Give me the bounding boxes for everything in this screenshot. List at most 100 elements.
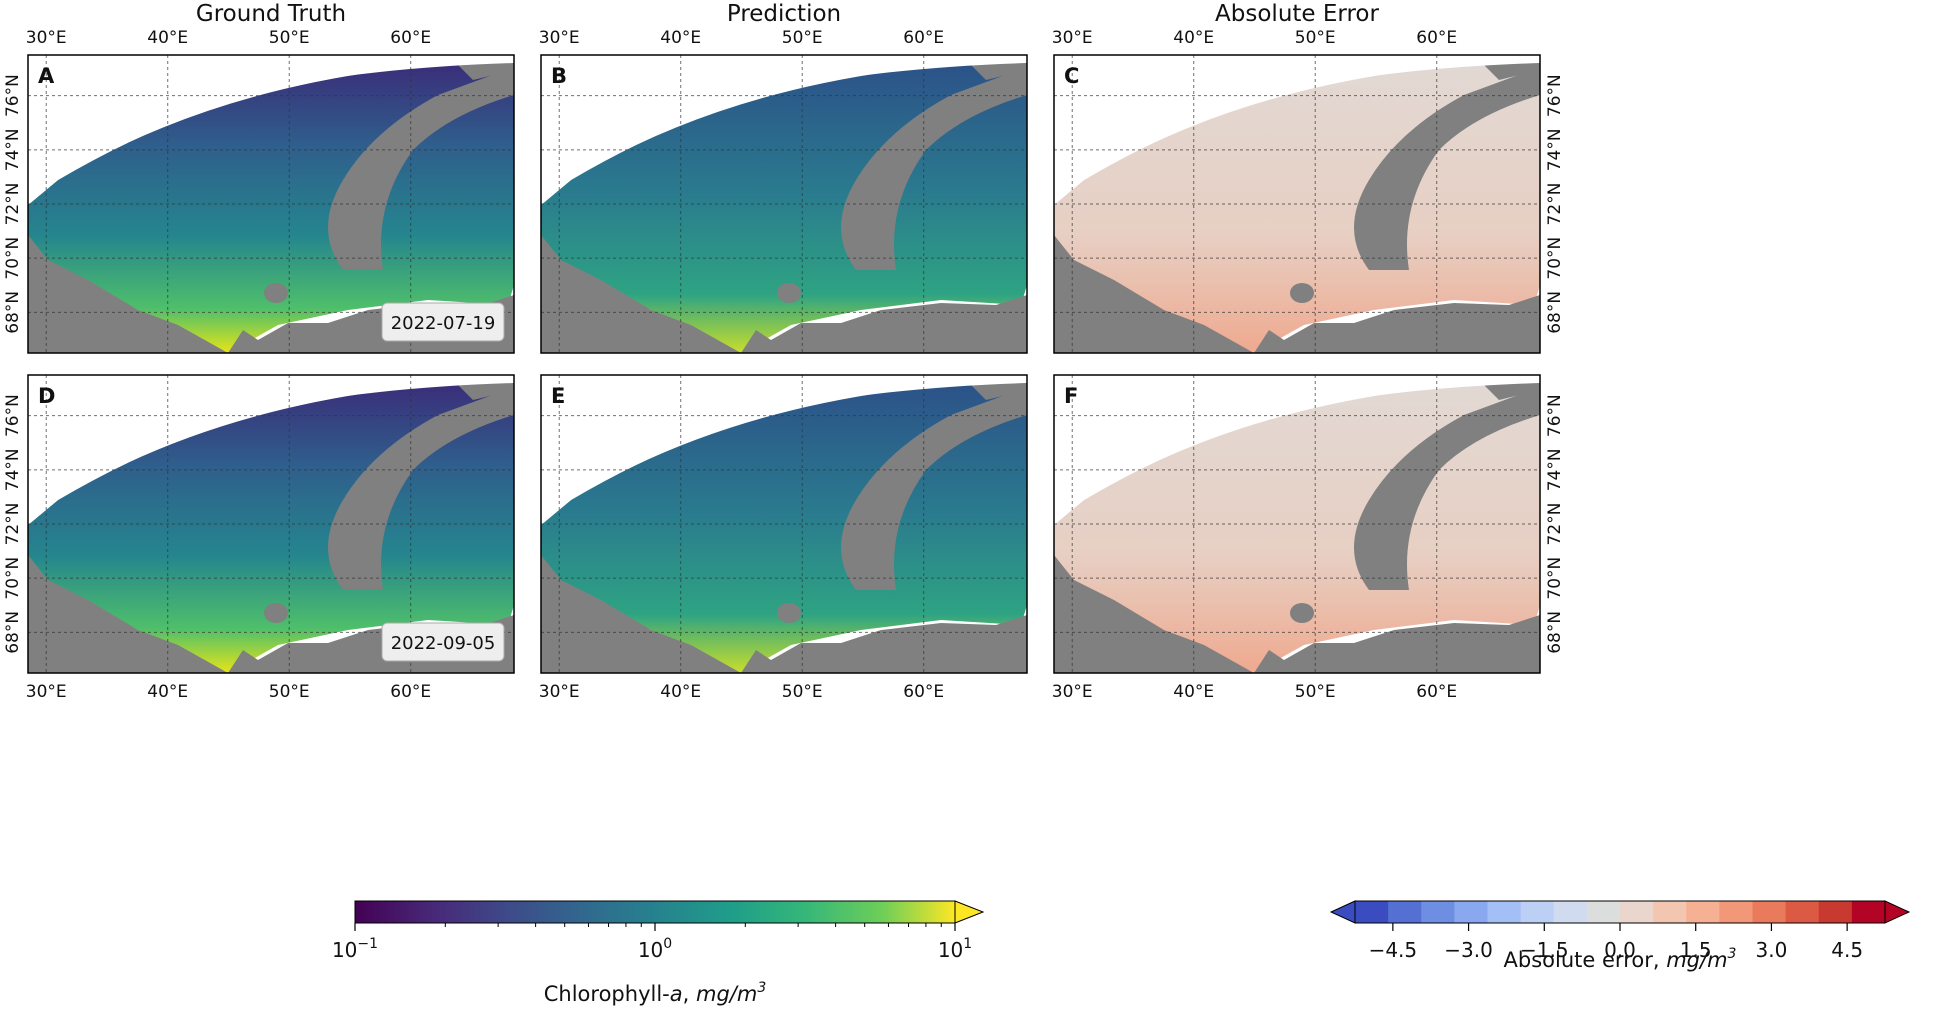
lat-tick-label: 74°N: [3, 448, 23, 491]
lat-tick-label: 68°N: [1545, 611, 1565, 654]
colorbar-err-tick-label: 4.5: [1831, 938, 1863, 962]
lon-tick-label: 40°E: [660, 28, 701, 48]
land-novaya-zemlya: [328, 67, 514, 270]
land-scandinavia: [28, 235, 228, 353]
lat-tick-label: 76°N: [1545, 394, 1565, 437]
colorbar-err-tick-label: 3.0: [1756, 938, 1788, 962]
land-russia-coast: [1254, 295, 1540, 353]
lat-tick-label: 74°N: [1545, 448, 1565, 491]
date-box: [381, 622, 505, 662]
lat-tick-label: 72°N: [1545, 503, 1565, 546]
panel-frame: [27, 374, 515, 674]
lon-tick-label: 60°E: [903, 28, 944, 48]
land-white-sea-island: [1290, 283, 1314, 303]
land-scandinavia: [541, 555, 741, 673]
land-white-sea-island: [777, 283, 801, 303]
colorbar-chl-tick-label: 10−1: [332, 936, 378, 962]
lon-tick-label: 50°E: [1295, 682, 1336, 702]
outside-domain: [1054, 55, 1540, 205]
lon-tick-label: 40°E: [1173, 28, 1214, 48]
lat-tick-label: 76°N: [3, 74, 23, 117]
colorbar-err-bin: [1686, 901, 1720, 923]
lat-tick-label: 70°N: [3, 557, 23, 600]
panel-frame: [1053, 54, 1541, 354]
colorbar-err-bin: [1752, 901, 1787, 923]
panel-letter: E: [551, 384, 565, 408]
land-white-sea-island: [777, 603, 801, 623]
panel-frame: [1053, 374, 1541, 674]
lat-tick-label: 70°N: [1545, 557, 1565, 600]
column-title-err: Absolute Error: [1215, 1, 1379, 27]
outside-domain: [28, 375, 514, 525]
date-box: [381, 302, 505, 342]
lon-tick-label: 40°E: [147, 682, 188, 702]
lon-tick-label: 60°E: [390, 28, 431, 48]
colorbar-err-tick-label: −4.5: [1369, 938, 1418, 962]
lon-tick-label: 60°E: [1416, 28, 1457, 48]
column-title-pred: Prediction: [727, 1, 841, 27]
land-novaya-zemlya: [328, 387, 514, 590]
panel-d: D 2022-09-05 30°E 40°E 50°E 60°E 68°N 70°N 72°N 7…: [3, 374, 515, 702]
panel-a: A 2022-07-19 30°E 40°E 50°E 60°E 68°N 70°N 72°N 7…: [3, 28, 515, 354]
colorbar-err-bin: [1454, 901, 1488, 923]
colorbar-chlorophyll: 10−1 100 101 Chlorophyll-a, mg/m3: [332, 900, 985, 1006]
colorbar-err-tick-label: −3.0: [1444, 938, 1493, 962]
lon-tick-label: 30°E: [539, 682, 580, 702]
outside-domain: [541, 55, 1027, 205]
lat-tick-label: 74°N: [3, 128, 23, 171]
land-white-sea-island: [264, 603, 288, 623]
colorbar-err-bin: [1818, 901, 1853, 923]
panel-letter: F: [1064, 384, 1078, 408]
lat-tick-label: 68°N: [1545, 291, 1565, 334]
lat-tick-label: 70°N: [3, 237, 23, 280]
lon-tick-label: 40°E: [147, 28, 188, 48]
lon-tick-label: 50°E: [269, 682, 310, 702]
panel-f: F 30°E 40°E 50°E 60°E 68°N 70°N 72°N 74°N 76°N: [1052, 374, 1565, 702]
lon-tick-label: 30°E: [26, 682, 67, 702]
lat-tick-label: 68°N: [3, 611, 23, 654]
lon-tick-label: 50°E: [1295, 28, 1336, 48]
lat-tick-label: 72°N: [3, 503, 23, 546]
colorbar-err-bin: [1487, 901, 1522, 923]
land-novaya-zemlya: [841, 387, 1027, 590]
lat-tick-label: 68°N: [3, 291, 23, 334]
lon-tick-label: 30°E: [1052, 28, 1093, 48]
colorbar-err-tick-label: 0.0: [1604, 938, 1636, 962]
outside-domain: [28, 55, 514, 205]
outside-domain: [541, 375, 1027, 525]
date-label: 2022-09-05: [391, 633, 496, 654]
lat-tick-label: 72°N: [1545, 183, 1565, 226]
colorbar-chl-label: Chlorophyll-a, mg/m3: [544, 980, 766, 1006]
column-title-gt: Ground Truth: [196, 1, 346, 27]
panel-letter: D: [38, 384, 55, 408]
lon-tick-label: 40°E: [1173, 682, 1214, 702]
lon-tick-label: 60°E: [390, 682, 431, 702]
lat-tick-label: 74°N: [1545, 128, 1565, 171]
panel-letter: C: [1064, 64, 1079, 88]
panel-frame: [27, 54, 515, 354]
lon-tick-label: 50°E: [269, 28, 310, 48]
land-russia-coast: [741, 615, 1027, 673]
lon-tick-label: 50°E: [782, 682, 823, 702]
colorbar-err-tick-label: 1.5: [1680, 938, 1712, 962]
colorbar-err-bin: [1520, 901, 1555, 923]
colorbar-err-bin: [1586, 901, 1621, 923]
panel-letter: A: [38, 64, 55, 88]
colorbar-err-tick-label: −1.5: [1520, 938, 1569, 962]
colorbar-extend-min: [1329, 900, 1356, 924]
land-white-sea-island: [1290, 603, 1314, 623]
lat-tick-label: 76°N: [1545, 74, 1565, 117]
colorbar-err-label: Absolute error, mg/m3: [1504, 946, 1737, 972]
colorbar-err-bin: [1719, 901, 1753, 923]
land-scandinavia: [541, 235, 741, 353]
panel-frame: [540, 54, 1028, 354]
colorbar-extend-max: [954, 900, 985, 924]
lon-tick-label: 30°E: [539, 28, 580, 48]
panel-b: B 30°E 40°E 50°E 60°E: [539, 28, 1028, 354]
land-scandinavia: [28, 555, 228, 673]
land-white-sea-island: [264, 283, 288, 303]
land-scandinavia: [1054, 235, 1254, 353]
colorbar-chl-tick-label: 101: [938, 936, 972, 962]
panel-frame: [540, 374, 1028, 674]
colorbar-err-bin: [1421, 901, 1455, 923]
